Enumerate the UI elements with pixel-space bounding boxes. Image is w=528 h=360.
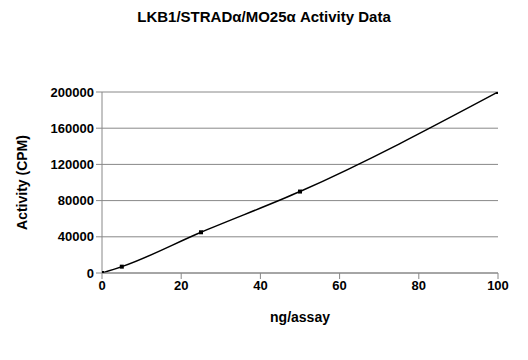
svg-text:ng/assay: ng/assay xyxy=(270,309,330,325)
svg-text:80000: 80000 xyxy=(58,193,94,208)
svg-text:40000: 40000 xyxy=(58,229,94,244)
svg-text:120000: 120000 xyxy=(51,157,94,172)
svg-text:Activity (CPM): Activity (CPM) xyxy=(14,135,30,230)
svg-text:200000: 200000 xyxy=(51,85,94,100)
svg-text:0: 0 xyxy=(87,266,94,281)
svg-text:100: 100 xyxy=(487,278,509,293)
svg-text:0: 0 xyxy=(98,278,105,293)
svg-text:60: 60 xyxy=(332,278,346,293)
html-text:LKB1/STRADα/MO25α Activity Dat: LKB1/STRADα/MO25α Activity Data xyxy=(137,8,391,25)
svg-text:40: 40 xyxy=(253,278,267,293)
svg-text:160000: 160000 xyxy=(51,121,94,136)
svg-text:20: 20 xyxy=(174,278,188,293)
svg-text:80: 80 xyxy=(412,278,426,293)
